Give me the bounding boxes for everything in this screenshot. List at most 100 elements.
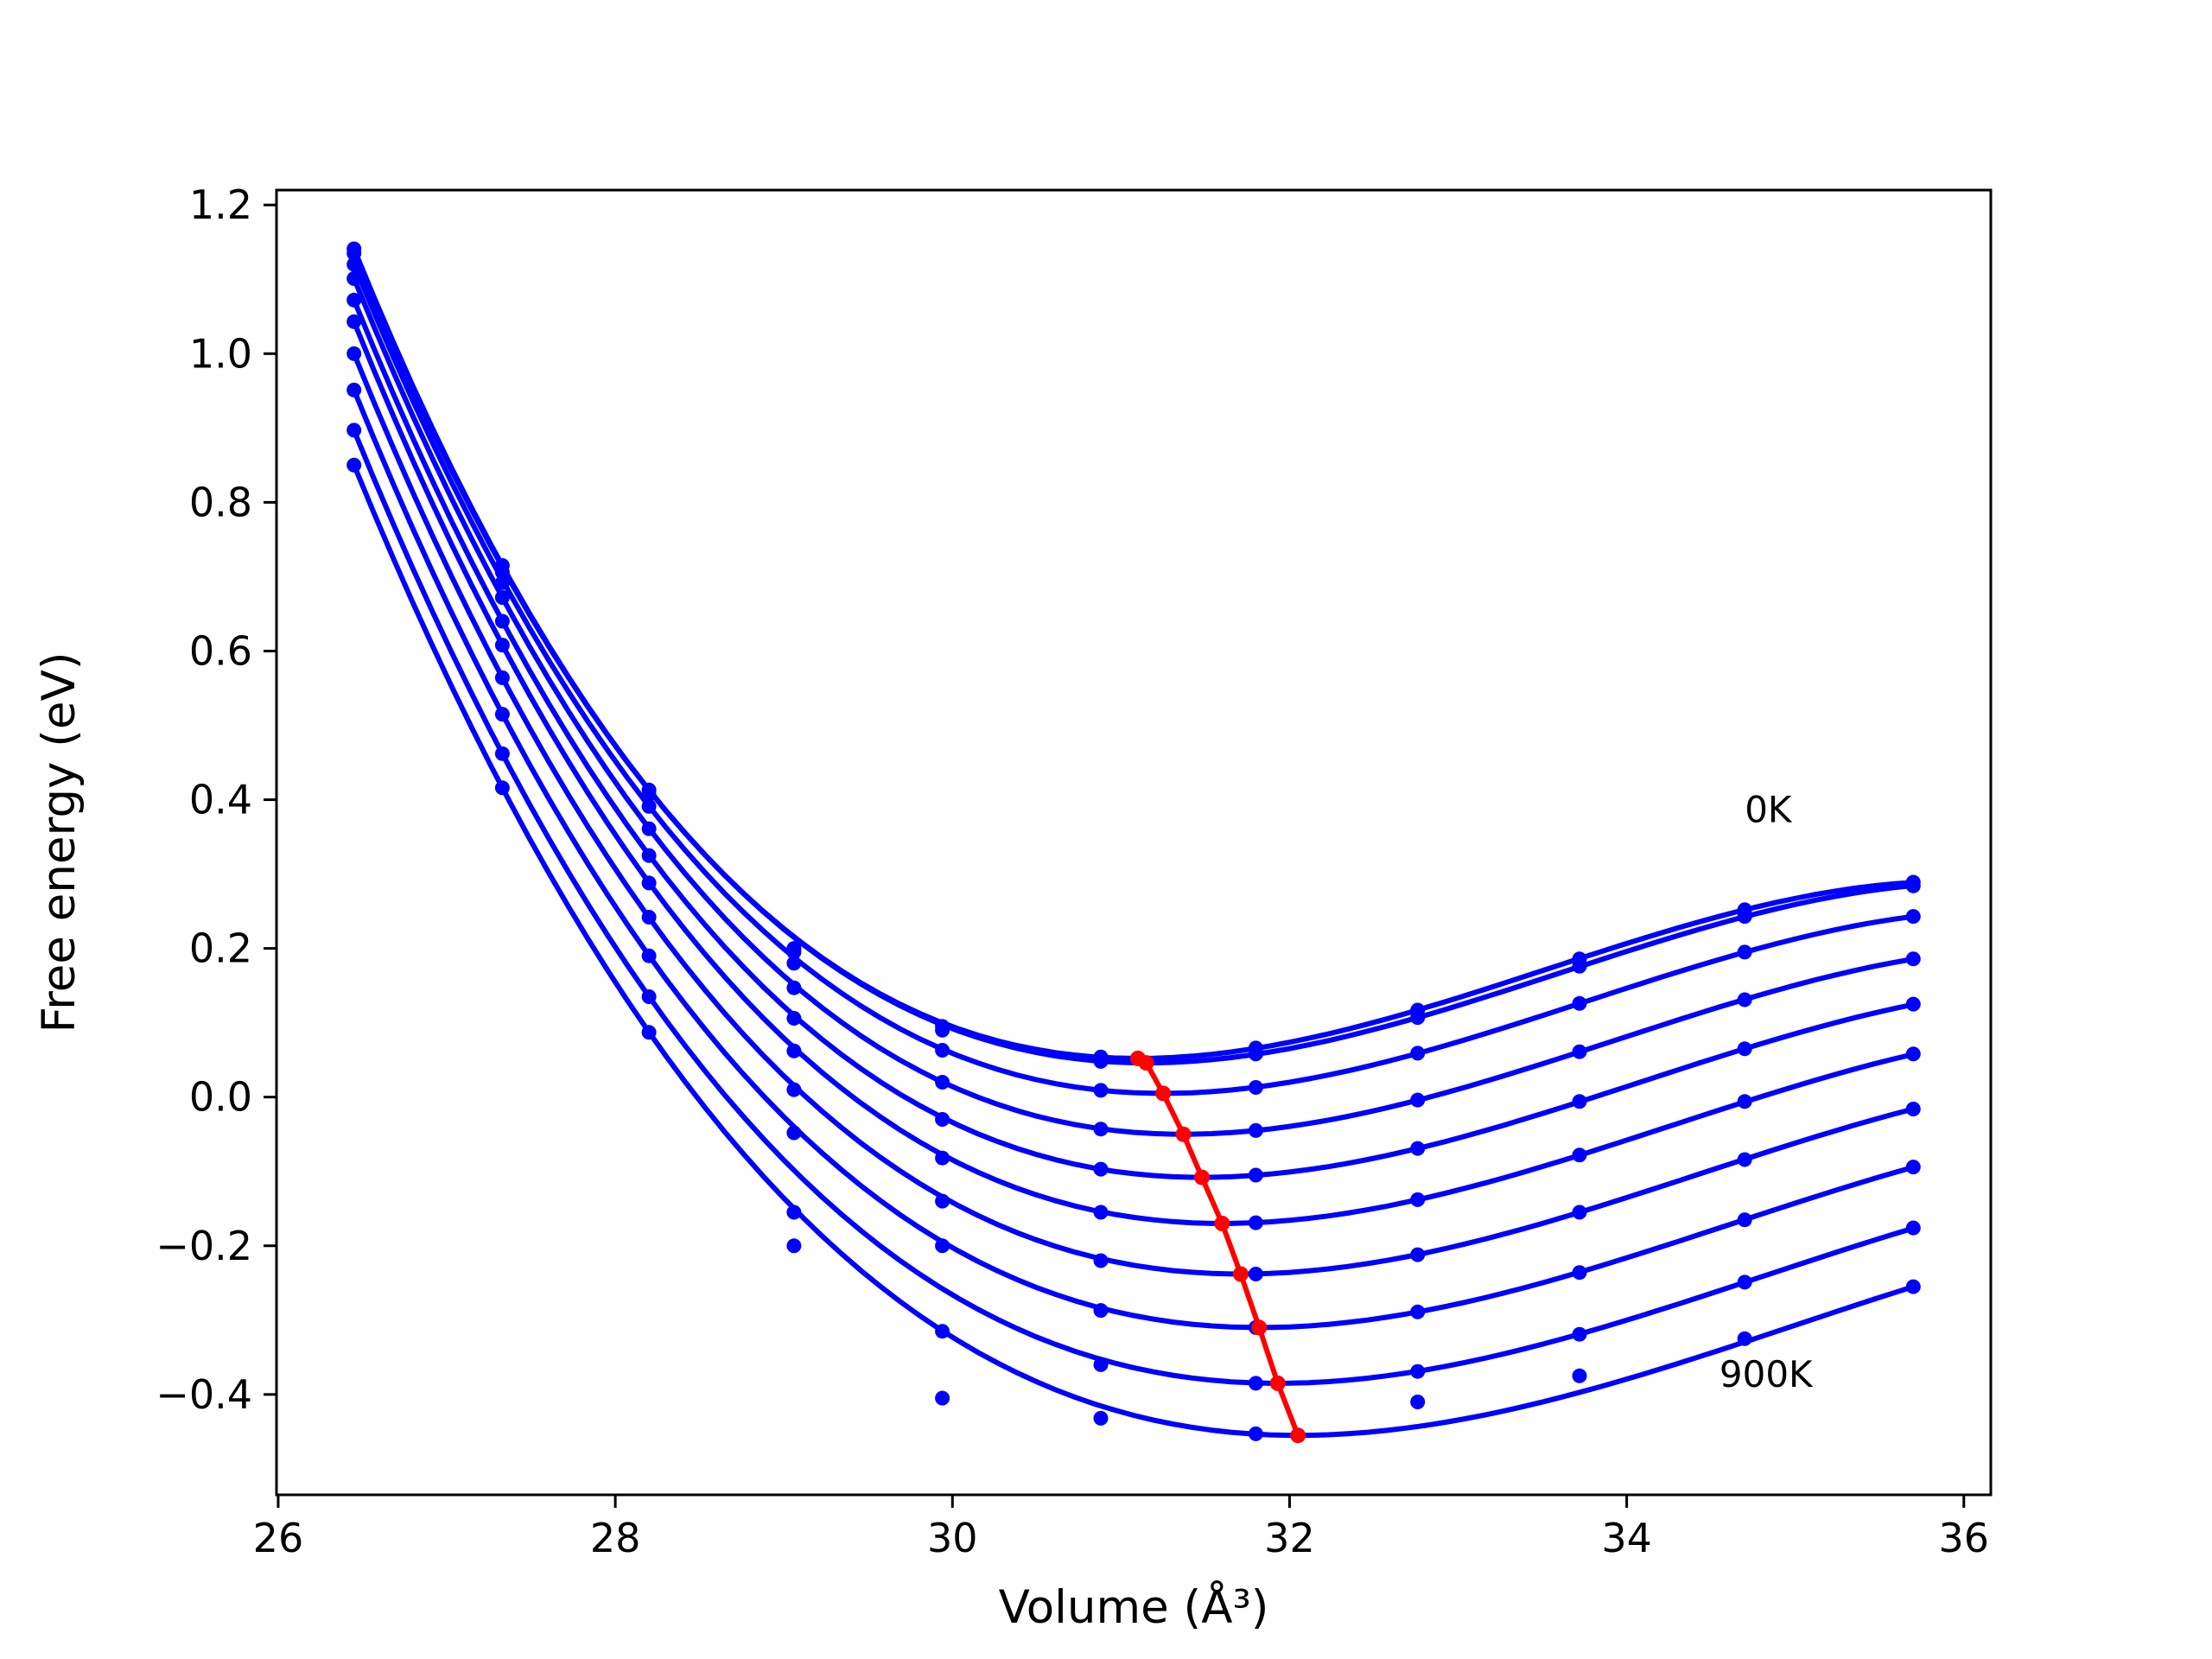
data-point-400K	[1093, 1161, 1109, 1177]
data-point-300K	[494, 590, 510, 605]
data-point-200K	[1737, 944, 1752, 960]
data-point-200K	[935, 1043, 950, 1058]
data-point-500K	[494, 638, 510, 653]
data-point-100K	[1248, 1046, 1263, 1062]
curve-900K	[351, 462, 1916, 1439]
data-point-400K	[1905, 996, 1921, 1012]
temperature-label: 0K	[1745, 788, 1793, 830]
data-point-800K	[1572, 1326, 1587, 1342]
data-point-400K	[786, 1011, 802, 1026]
temperature-label: 900K	[1719, 1353, 1814, 1395]
equilibrium-point	[1232, 1266, 1249, 1282]
data-point-300K	[1410, 1092, 1426, 1108]
data-point-500K	[1093, 1205, 1109, 1220]
data-point-700K	[641, 948, 657, 963]
data-point-200K	[1410, 1046, 1426, 1061]
data-point-200K	[1905, 909, 1921, 925]
data-point-300K	[1905, 951, 1921, 967]
y-tick-label: 0.2	[189, 925, 252, 972]
data-point-600K	[1410, 1247, 1426, 1262]
data-point-700K	[786, 1125, 802, 1141]
plot-area: 26 28 30 32 34 36 −0.4 −0.2 0.0 0.2 0.4 0.6 0.8 1.0 1.…	[156, 181, 1993, 1561]
data-point-600K	[1572, 1205, 1587, 1220]
data-point-500K	[1572, 1147, 1587, 1163]
y-tick-label: 0.4	[189, 777, 252, 823]
equilibrium-point	[1290, 1427, 1306, 1444]
data-point-600K	[1737, 1152, 1752, 1167]
data-point-600K	[786, 1082, 802, 1097]
data-point-200K	[346, 257, 362, 272]
data-point-300K	[1093, 1122, 1109, 1137]
data-point-400K	[1410, 1141, 1426, 1156]
x-tick-label: 26	[253, 1515, 304, 1561]
data-point-500K	[1248, 1215, 1263, 1230]
data-point-300K	[1737, 992, 1752, 1007]
equilibrium-point	[1194, 1169, 1210, 1185]
data-point-100K	[1093, 1053, 1109, 1069]
data-point-100K	[346, 245, 362, 261]
data-point-800K	[1737, 1274, 1752, 1290]
data-point-600K	[494, 670, 510, 685]
data-point-800K	[786, 1205, 802, 1220]
equilibrium-line	[1135, 1055, 1301, 1439]
data-point-100K	[1905, 878, 1921, 893]
data-point-800K	[1410, 1363, 1426, 1379]
data-point-200K	[1572, 995, 1587, 1011]
plot-frame	[275, 188, 1993, 1497]
x-tick-label: 32	[1264, 1515, 1315, 1561]
data-point-700K	[494, 707, 510, 722]
y-tick-label: 1.2	[189, 181, 252, 228]
data-point-300K	[786, 980, 802, 995]
data-point-100K	[786, 944, 802, 960]
data-point-400K	[641, 848, 657, 863]
data-point-800K	[1093, 1357, 1109, 1372]
x-tick-label: 34	[1601, 1515, 1652, 1561]
equilibrium-point	[1269, 1375, 1286, 1391]
data-point-900K	[935, 1390, 950, 1406]
data-point-700K	[935, 1238, 950, 1254]
data-point-300K	[1572, 1044, 1587, 1059]
y-tick-label: −0.2	[156, 1223, 252, 1269]
y-tick-label: 0.0	[189, 1074, 252, 1121]
curve-300K	[351, 276, 1916, 1137]
data-point-600K	[346, 346, 362, 361]
curve-800K	[351, 428, 1916, 1386]
data-point-300K	[346, 270, 362, 286]
y-tick-label: 1.0	[189, 330, 252, 377]
data-point-100K	[494, 564, 510, 580]
data-point-800K	[346, 423, 362, 438]
x-tick-label: 28	[590, 1515, 641, 1561]
data-point-400K	[346, 292, 362, 308]
y-tick-label: −0.4	[156, 1371, 252, 1418]
data-point-400K	[935, 1112, 950, 1127]
data-point-600K	[1093, 1253, 1109, 1268]
data-point-500K	[1905, 1046, 1921, 1062]
data-point-500K	[641, 875, 657, 891]
data-point-800K	[1905, 1220, 1921, 1236]
data-point-600K	[935, 1193, 950, 1209]
data-point-600K	[641, 910, 657, 925]
curve-600K	[351, 351, 1916, 1277]
data-point-900K	[641, 1025, 657, 1040]
equilibrium-point	[1214, 1216, 1230, 1231]
x-axis-label: Volume (Å³)	[999, 1579, 1269, 1634]
equilibrium-point	[1175, 1126, 1192, 1142]
y-axis-label: Free energy (eV)	[33, 652, 86, 1033]
data-point-200K	[1248, 1080, 1263, 1095]
x-tick-label: 30	[927, 1515, 978, 1561]
data-point-800K	[1248, 1376, 1263, 1391]
data-point-800K	[641, 989, 657, 1004]
data-point-500K	[1410, 1192, 1426, 1207]
curve-400K	[351, 297, 1916, 1180]
data-point-900K	[1572, 1368, 1587, 1383]
x-tick-label: 36	[1939, 1515, 1990, 1561]
data-point-900K	[786, 1238, 802, 1254]
equilibrium-point	[1251, 1319, 1268, 1336]
data-point-800K	[494, 746, 510, 761]
data-point-300K	[641, 821, 657, 836]
data-point-400K	[1248, 1167, 1263, 1183]
data-point-400K	[1737, 1041, 1752, 1057]
data-point-100K	[935, 1022, 950, 1038]
data-point-500K	[935, 1150, 950, 1166]
